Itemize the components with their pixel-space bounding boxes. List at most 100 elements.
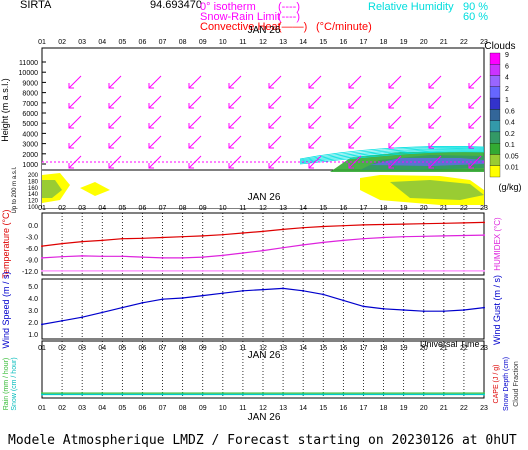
series-point bbox=[101, 239, 104, 242]
legend-snowrain-swatch: (----) bbox=[278, 11, 300, 23]
hour-tick-label: 06 bbox=[139, 345, 147, 352]
humidity-contour bbox=[299, 149, 485, 163]
legend-rh-v1: 90 % bbox=[463, 1, 488, 13]
wind-arrow bbox=[68, 75, 82, 89]
height-tick-label: 11000 bbox=[19, 60, 38, 67]
hour-tick-label: 14 bbox=[299, 405, 307, 412]
series-point bbox=[342, 393, 345, 396]
series-point bbox=[262, 288, 264, 291]
series-point bbox=[221, 269, 224, 272]
series-point bbox=[483, 234, 485, 237]
hour-tick-label: 09 bbox=[199, 345, 207, 352]
series-point bbox=[221, 254, 224, 257]
series-point bbox=[201, 393, 204, 396]
series-point bbox=[161, 269, 164, 272]
colorbar-swatch bbox=[489, 75, 501, 87]
series-point bbox=[402, 269, 405, 272]
wind-arrow-head bbox=[68, 163, 74, 169]
colorbar-level-label: 0.01 bbox=[505, 165, 519, 172]
series-point bbox=[181, 392, 184, 395]
low-height-tick-label: 100 bbox=[28, 205, 39, 211]
hour-tick-label: 12 bbox=[259, 405, 267, 412]
wind-arrow-head bbox=[308, 103, 314, 109]
wind-arrow-head bbox=[68, 143, 74, 149]
temperature-ticks: 0.0 -3.0 -6.0 -9.0 -12.0 bbox=[22, 223, 38, 276]
cloud-region bbox=[42, 180, 62, 198]
wind-arrow-head bbox=[468, 163, 474, 169]
hour-tick-label: 10 bbox=[219, 205, 227, 212]
hour-tick-label: 10 bbox=[219, 345, 227, 352]
hour-tick-label: 06 bbox=[139, 405, 147, 412]
hour-tick-label: 15 bbox=[319, 205, 327, 212]
series-point bbox=[181, 297, 184, 299]
hour-tick-label: 08 bbox=[179, 405, 187, 412]
top-date-label: JAN 26 bbox=[248, 25, 281, 36]
wind-arrow bbox=[68, 95, 82, 109]
wind-arrow-head bbox=[468, 83, 474, 89]
colorbar-swatch bbox=[489, 165, 501, 178]
wind-arrow bbox=[348, 115, 362, 129]
series-point bbox=[201, 234, 204, 237]
wind-arrow-head bbox=[148, 83, 154, 89]
wind-arrow-head bbox=[348, 83, 354, 89]
wind-arrows bbox=[68, 75, 482, 169]
colorbar-level-label: 0.4 bbox=[505, 120, 515, 127]
wind-arrow-head bbox=[388, 103, 394, 109]
rain-series bbox=[41, 392, 485, 396]
height-panel: 11000 10000 9000 8000 7000 6000 5000 4000 3000 20… bbox=[19, 47, 485, 211]
temperature-tick-label: -6.0 bbox=[26, 246, 38, 253]
series-point bbox=[462, 221, 465, 224]
wind-arrow-head bbox=[348, 103, 354, 109]
series-point bbox=[61, 242, 64, 245]
hour-tick-label: 13 bbox=[279, 345, 287, 352]
hour-tick-label: 20 bbox=[420, 405, 428, 412]
legend-right: Relative Humidity 90 % 60 % bbox=[368, 1, 488, 23]
site-coords: 94.693470 bbox=[150, 0, 202, 11]
cloud-region bbox=[390, 180, 484, 200]
colorbar-level-label: 0.05 bbox=[505, 153, 519, 160]
hour-tick-label: 18 bbox=[380, 39, 388, 46]
series-point bbox=[41, 269, 43, 272]
temperature-series bbox=[41, 221, 485, 272]
colorbar-swatch bbox=[489, 52, 501, 65]
humidity-contour bbox=[299, 150, 485, 164]
hour-tick-label: 07 bbox=[159, 39, 167, 46]
wind-arrow bbox=[388, 115, 402, 129]
hour-tick-label: 06 bbox=[139, 205, 147, 212]
wind-arrow-head bbox=[308, 123, 314, 129]
hour-tick-label: 19 bbox=[400, 405, 408, 412]
hour-tick-label: 03 bbox=[78, 39, 86, 46]
series-point bbox=[362, 269, 365, 272]
series-point bbox=[262, 393, 264, 396]
hour-tick-label: 02 bbox=[58, 405, 66, 412]
wind-tick-label: 2.0 bbox=[28, 320, 38, 327]
series-point bbox=[221, 393, 224, 396]
hour-tick-label: 16 bbox=[339, 39, 347, 46]
series-point bbox=[362, 237, 365, 240]
hour-tick-label: 03 bbox=[78, 345, 86, 352]
wind-arrow-head bbox=[148, 163, 154, 169]
wind-arrow bbox=[188, 115, 202, 129]
hour-tick-label: 21 bbox=[440, 405, 448, 412]
wind-arrow-head bbox=[388, 143, 394, 149]
series-point bbox=[241, 269, 244, 272]
wind-arrow-head bbox=[108, 103, 114, 109]
hour-tick-label: 05 bbox=[118, 405, 126, 412]
series-point bbox=[483, 221, 485, 224]
wind-arrow bbox=[148, 95, 162, 109]
legend-isotherm-label: 0° isotherm bbox=[200, 1, 256, 13]
wind-arrow bbox=[268, 115, 282, 129]
colorbar-level-label: 9 bbox=[505, 52, 509, 59]
series-point bbox=[362, 305, 365, 308]
hour-tick-label: 22 bbox=[460, 205, 468, 212]
series-point bbox=[101, 255, 104, 258]
mid-hour-axis: 01 02 03 04 05 06 07 08 09 10 11 12 13 14 15 16 17 18 19 20… bbox=[38, 205, 488, 212]
series-point bbox=[322, 392, 325, 395]
height-tick-label: 5000 bbox=[22, 121, 38, 128]
hour-tick-label: 08 bbox=[179, 345, 187, 352]
low-height-tick-label: 200 bbox=[28, 173, 39, 179]
hour-tick-label: 02 bbox=[58, 205, 66, 212]
hour-tick-label: 20 bbox=[420, 345, 428, 352]
wind-arrow-head bbox=[428, 123, 434, 129]
wind-arrow bbox=[108, 75, 122, 89]
